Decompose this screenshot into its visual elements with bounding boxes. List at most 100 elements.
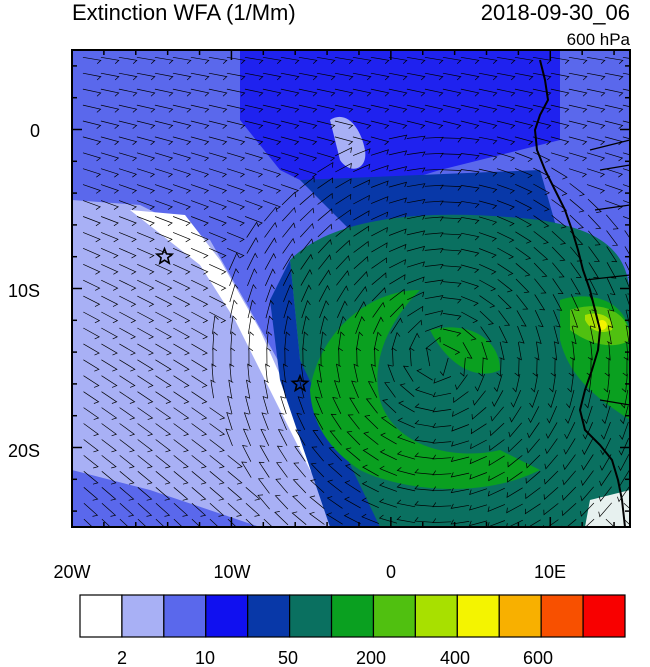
wind-barb: [336, 270, 350, 286]
wind-barb: [424, 88, 444, 97]
wind-barb: [173, 471, 189, 485]
wind-barb: [264, 237, 277, 254]
wind-barb: [191, 455, 207, 469]
wind-barb: [155, 263, 173, 275]
wind-barb: [155, 359, 172, 372]
wind-barb: [581, 438, 594, 456]
wind-barb: [244, 120, 264, 129]
wind-barb: [230, 331, 237, 351]
wind-barb: [352, 120, 372, 129]
wind-barb: [478, 88, 498, 97]
wind-barb: [562, 470, 576, 486]
wind-barb: [617, 470, 630, 487]
wind-barb: [100, 72, 120, 81]
wind-barb: [226, 412, 233, 431]
wind-barb: [424, 279, 444, 285]
wind-barb: [283, 284, 294, 303]
wind-barb: [424, 216, 444, 222]
wind-barb: [496, 357, 502, 377]
wind-barb: [565, 405, 575, 424]
wind-barb: [517, 325, 525, 344]
wind-barb: [606, 230, 619, 246]
wind-barb: [119, 295, 137, 307]
wind-barb: [460, 72, 480, 81]
wind-barb: [100, 232, 119, 243]
wind-barb: [451, 424, 470, 432]
wind-barb: [534, 278, 547, 294]
wind-barb: [424, 72, 444, 81]
wind-barb: [154, 88, 174, 97]
wind-barb: [332, 397, 342, 414]
wind-barb: [319, 315, 328, 335]
wind-barb: [294, 446, 306, 462]
wind-barb: [406, 104, 426, 113]
wind-barb: [379, 482, 398, 492]
wind-barb: [154, 136, 174, 146]
wind-barb: [326, 496, 343, 509]
wind-barb: [191, 423, 208, 437]
wind-barb: [299, 207, 315, 222]
wind-barb: [155, 423, 172, 437]
wind-barb: [525, 454, 541, 469]
wind-barb: [584, 389, 593, 409]
wind-barb: [496, 72, 516, 81]
extinction-field: [72, 50, 630, 527]
wind-barb: [262, 152, 282, 162]
wind-barb: [334, 136, 354, 146]
wind-barb: [496, 120, 516, 129]
wind-barb: [424, 152, 444, 158]
wind-barb: [424, 184, 444, 190]
wind-barb: [154, 216, 173, 227]
wind-barb: [507, 471, 523, 483]
wind-barb: [191, 295, 209, 307]
wind-barb: [247, 299, 256, 319]
wind-barb: [373, 331, 382, 351]
wind-barb: [101, 311, 119, 324]
wind-barb: [212, 315, 219, 335]
wind-barb: [319, 300, 330, 319]
wind-barb: [212, 347, 218, 367]
wind-barb: [137, 327, 154, 340]
wind-barb: [173, 407, 190, 420]
wind-barb: [191, 263, 209, 275]
wind-barb: [619, 421, 629, 440]
wind-barb: [387, 364, 395, 383]
wind-barb: [380, 415, 397, 429]
wind-barb: [480, 326, 492, 342]
wind-barb: [296, 412, 306, 430]
wind-barb: [460, 200, 480, 208]
wind-barb: [371, 242, 388, 253]
wind-barb: [209, 407, 226, 420]
wind-barb: [83, 455, 99, 469]
wind-barb: [442, 281, 462, 288]
wind-barb: [533, 231, 549, 245]
wind-barb: [119, 375, 136, 388]
wind-barb: [552, 341, 558, 361]
wind-barb: [317, 238, 332, 254]
wind-barb: [396, 483, 416, 492]
wind-barb: [354, 286, 368, 302]
colorbar-swatch: [79, 594, 123, 638]
wind-barb: [241, 445, 252, 462]
wind-barb: [118, 216, 137, 227]
wind-barb: [442, 120, 462, 129]
wind-barb: [442, 249, 462, 255]
wind-barb: [406, 72, 426, 81]
wind-barb: [478, 56, 498, 65]
wind-barb: [442, 201, 462, 207]
wind-barb: [599, 454, 612, 471]
wind-barb: [478, 72, 498, 81]
wind-barb: [354, 301, 367, 318]
wind-barb: [137, 518, 147, 527]
wind-barb: [242, 428, 252, 447]
wind-barb: [280, 104, 300, 113]
wind-barb: [101, 295, 119, 307]
wind-barb: [292, 495, 307, 510]
wind-barb: [361, 513, 380, 524]
wind-barb: [264, 252, 277, 270]
wind-barb: [82, 152, 102, 162]
wind-barb: [414, 452, 434, 459]
wind-barb: [479, 310, 494, 325]
wind-barb: [478, 248, 497, 259]
wind-barb: [266, 331, 273, 351]
